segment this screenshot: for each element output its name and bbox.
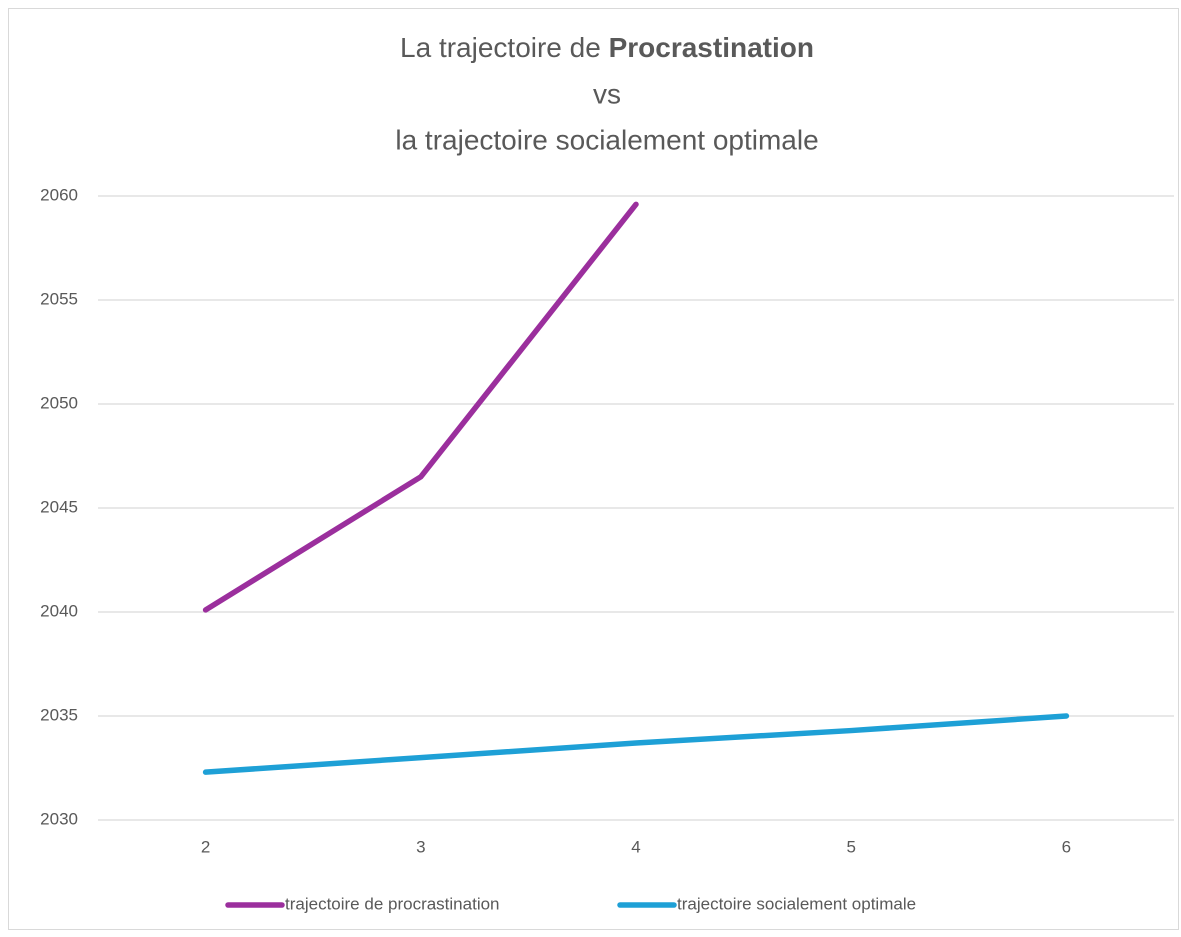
y-tick-label: 2050 — [40, 393, 78, 412]
x-tick-label: 4 — [631, 837, 640, 856]
y-tick-label: 2060 — [40, 185, 78, 204]
x-tick-label: 2 — [201, 837, 210, 856]
legend-label: trajectoire de procrastination — [285, 894, 500, 913]
y-tick-label: 2040 — [40, 601, 78, 620]
chart-title-line: la trajectoire socialement optimale — [395, 124, 818, 155]
title-bold: Procrastination — [609, 32, 814, 63]
legend-label: trajectoire socialement optimale — [677, 894, 916, 913]
chart-frame — [8, 8, 1179, 930]
x-tick-label: 6 — [1062, 837, 1071, 856]
y-tick-label: 2030 — [40, 809, 78, 828]
y-tick-label: 2055 — [40, 289, 78, 308]
y-tick-label: 2035 — [40, 705, 78, 724]
x-tick-label: 5 — [846, 837, 855, 856]
x-tick-label: 3 — [416, 837, 425, 856]
title-part: La trajectoire de — [400, 32, 601, 63]
chart-title-line: vs — [593, 78, 621, 109]
series-line — [202, 713, 1070, 775]
chart-title: La trajectoire de Procrastination — [400, 32, 814, 63]
y-tick-label: 2045 — [40, 497, 78, 516]
series-line — [202, 201, 639, 613]
